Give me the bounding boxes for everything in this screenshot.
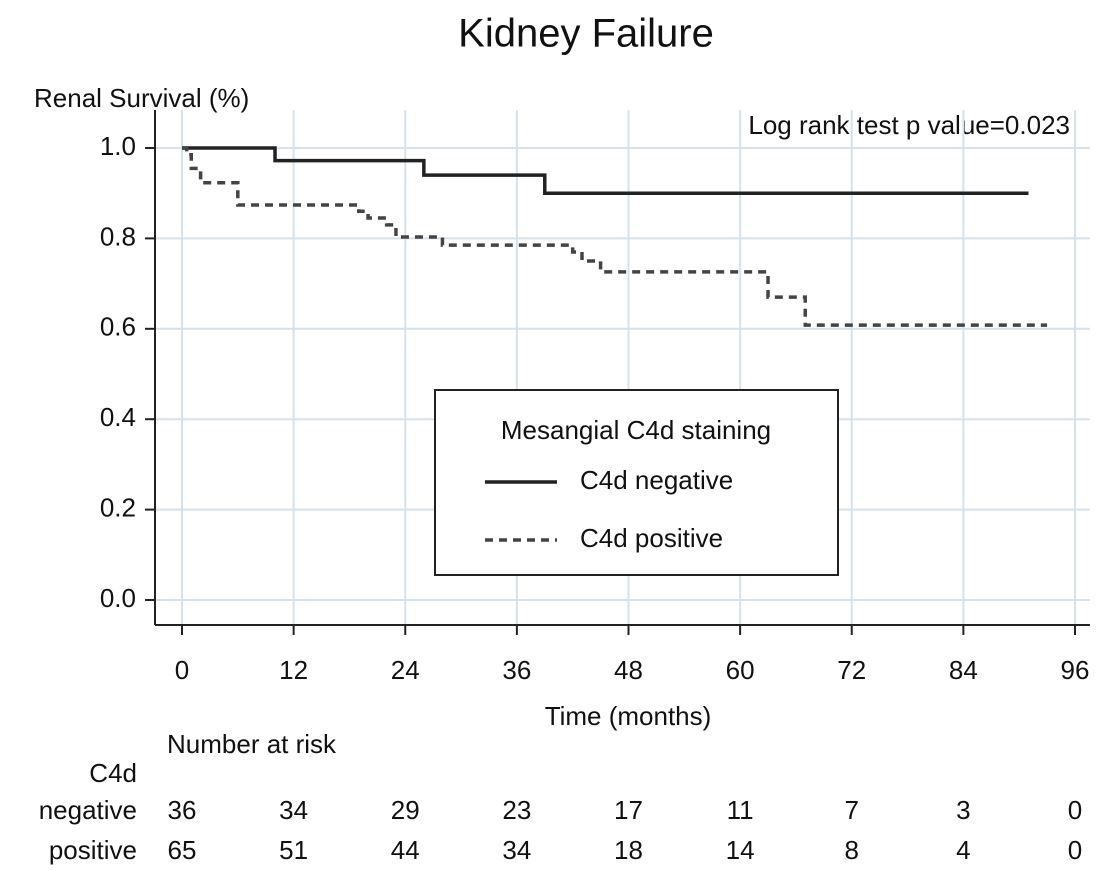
risk-table-title: Number at risk [167, 729, 337, 759]
x-tick-label: 96 [1061, 655, 1090, 685]
risk-count: 29 [391, 795, 420, 825]
risk-count: 3 [956, 795, 970, 825]
risk-count: 34 [502, 835, 531, 865]
legend-label: C4d positive [580, 523, 723, 553]
y-axis-label: Renal Survival (%) [34, 83, 249, 113]
x-tick-label: 72 [837, 655, 866, 685]
risk-count: 17 [614, 795, 643, 825]
x-tick-label: 60 [726, 655, 755, 685]
x-tick-label: 84 [949, 655, 978, 685]
y-tick-label: 1.0 [100, 131, 136, 161]
risk-count: 36 [168, 795, 197, 825]
survival-line [182, 146, 1048, 327]
y-tick-label: 0.4 [100, 402, 136, 432]
legend-label: C4d negative [580, 465, 733, 495]
legend-title: Mesangial C4d staining [501, 415, 771, 445]
risk-count: 0 [1068, 795, 1082, 825]
risk-count: 65 [168, 835, 197, 865]
y-tick-label: 0.8 [100, 221, 136, 251]
risk-count: 7 [845, 795, 859, 825]
risk-row-label: negative [39, 795, 137, 825]
risk-count: 4 [956, 835, 970, 865]
x-tick-label: 12 [279, 655, 308, 685]
annotation: Log rank test p value=0.023 [748, 110, 1070, 140]
risk-count: 11 [727, 795, 754, 825]
y-tick-label: 0.6 [100, 312, 136, 342]
risk-count: 14 [726, 835, 755, 865]
x-axis-label: Time (months) [545, 701, 712, 731]
risk-group-label: C4d [89, 758, 137, 788]
risk-count: 23 [502, 795, 531, 825]
risk-count: 18 [614, 835, 643, 865]
risk-row-label: positive [49, 835, 137, 865]
x-tick-label: 48 [614, 655, 643, 685]
x-tick-label: 0 [175, 655, 189, 685]
risk-count: 0 [1068, 835, 1082, 865]
x-tick-label: 36 [502, 655, 531, 685]
risk-count: 34 [279, 795, 308, 825]
risk-count: 51 [279, 835, 308, 865]
risk-count: 44 [391, 835, 420, 865]
risk-count: 8 [845, 835, 859, 865]
chart-title: Kidney Failure [458, 12, 714, 56]
y-tick-label: 0.2 [100, 492, 136, 522]
y-tick-label: 0.0 [100, 583, 136, 613]
survival-line [182, 146, 1029, 195]
x-tick-label: 24 [391, 655, 420, 685]
